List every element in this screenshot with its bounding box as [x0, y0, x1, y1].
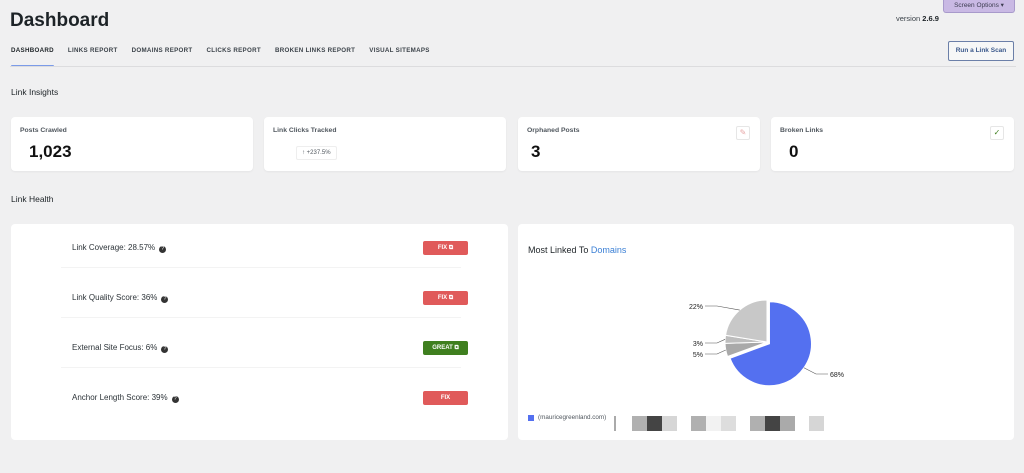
health-label: Link Coverage: 28.57%?	[72, 243, 167, 253]
slice-label: 22%	[689, 304, 703, 311]
link-health-heading: Link Health	[11, 194, 54, 204]
fix-button[interactable]: FIX ⧉	[423, 241, 468, 255]
most-linked-domains-panel: Most Linked To Domains 68% 5% 3% 22% (mauri…	[518, 224, 1014, 440]
check-icon: ✓	[990, 126, 1004, 140]
chart-title-text: Most Linked To	[528, 245, 589, 255]
version-label: version	[896, 14, 921, 23]
link-health-panel: Link Coverage: 28.57%? FIX ⧉ Link Qualit…	[11, 224, 508, 440]
legend-swatch	[528, 414, 534, 421]
arrow-up-icon: ↑	[302, 150, 305, 156]
card-label: Posts Crawled	[20, 127, 67, 134]
tab-broken-links-report[interactable]: BROKEN LINKS REPORT	[274, 47, 356, 54]
slice-leader-line	[705, 339, 726, 344]
help-icon[interactable]: ?	[161, 346, 169, 353]
slice-leader-line	[705, 305, 740, 311]
card-label: Orphaned Posts	[527, 127, 580, 134]
health-label: External Site Focus: 6%?	[72, 343, 169, 353]
change-value: +237.5%	[306, 150, 331, 156]
slice-label: 5%	[693, 352, 703, 359]
tab-clicks-report[interactable]: CLICKS REPORT	[206, 47, 261, 54]
card-label: Link Clicks Tracked	[273, 127, 337, 134]
version-number: 2.6.9	[922, 14, 939, 23]
change-chip: ↑ +237.5%	[296, 146, 337, 160]
health-label: Link Quality Score: 36%?	[72, 293, 169, 303]
card-orphaned-posts: Orphaned Posts 3 ✎	[518, 117, 760, 171]
health-row: Link Quality Score: 36%? FIX ⧉	[61, 284, 468, 318]
card-value: 1,023	[29, 142, 72, 161]
tab-domains-report[interactable]: DOMAINS REPORT	[131, 47, 193, 54]
slice-leader-line	[705, 349, 726, 355]
pie-slice[interactable]	[724, 299, 768, 343]
chart-title: Most Linked To Domains	[528, 245, 626, 255]
fix-button[interactable]: FIX ⧉	[423, 291, 468, 305]
help-icon[interactable]: ?	[159, 246, 167, 253]
run-link-scan-button[interactable]: Run a Link Scan	[948, 41, 1014, 61]
help-icon[interactable]: ?	[161, 296, 169, 303]
great-button[interactable]: GREAT ⧉	[423, 341, 468, 355]
help-icon[interactable]: ?	[171, 396, 179, 403]
card-link-clicks: Link Clicks Tracked ↑ +237.5%	[264, 117, 506, 171]
health-row: Anchor Length Score: 39%? FIX	[61, 384, 468, 418]
card-label: Broken Links	[780, 127, 824, 134]
tab-visual-sitemaps[interactable]: VISUAL SITEMAPS	[369, 47, 430, 54]
slice-label: 68%	[830, 372, 844, 379]
legend-label[interactable]: (mauricegreenland.com)	[538, 414, 607, 421]
link-insights-heading: Link Insights	[11, 87, 59, 97]
pie-chart: 68% 5% 3% 22%	[689, 299, 844, 387]
wrench-icon[interactable]: ✎	[736, 126, 750, 140]
divider	[10, 66, 1016, 67]
health-row: External Site Focus: 6%? GREAT ⧉	[61, 334, 468, 368]
chart-legend: (mauricegreenland.com)	[528, 414, 606, 421]
fix-button[interactable]: FIX	[423, 391, 468, 405]
card-posts-crawled: Posts Crawled 1,023	[11, 117, 253, 171]
tab-bar: DASHBOARD LINKS REPORT DOMAINS REPORT CL…	[11, 47, 444, 67]
domains-link[interactable]: Domains	[590, 245, 627, 255]
page-title: Dashboard	[10, 10, 110, 31]
version-text: version 2.6.9	[896, 14, 939, 23]
card-value: 0	[789, 142, 799, 161]
health-row: Link Coverage: 28.57%? FIX ⧉	[61, 234, 468, 268]
card-broken-links: Broken Links 0 ✓	[771, 117, 1014, 171]
card-value: 3	[531, 142, 541, 161]
slice-label: 3%	[693, 341, 703, 348]
tab-links-report[interactable]: LINKS REPORT	[67, 47, 118, 54]
health-label: Anchor Length Score: 39%?	[72, 393, 179, 403]
slice-leader-line	[803, 367, 828, 375]
tab-dashboard[interactable]: DASHBOARD	[11, 47, 54, 67]
screen-options-button[interactable]: Screen Options ▾	[943, 0, 1015, 13]
